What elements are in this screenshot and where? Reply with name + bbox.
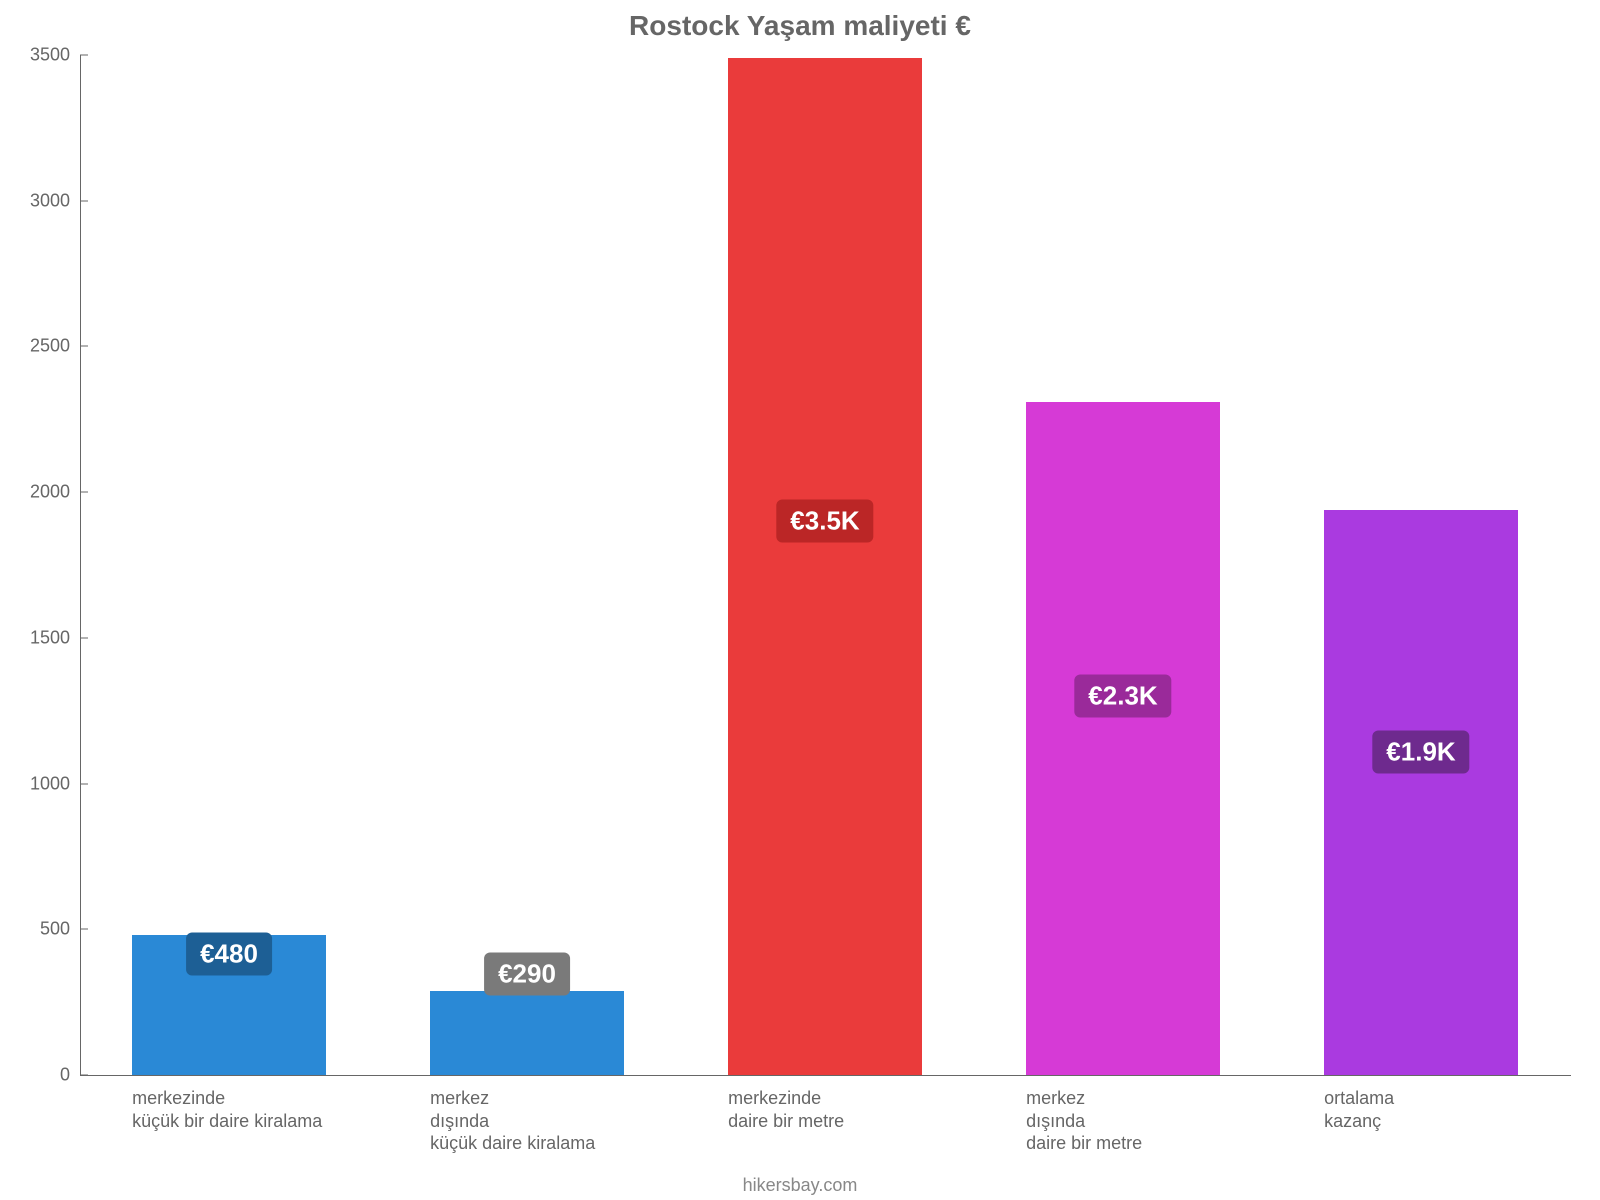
chart-title: Rostock Yaşam maliyeti €	[0, 10, 1600, 42]
x-axis-category-line: daire bir metre	[728, 1110, 844, 1133]
y-axis-tick-mark	[80, 346, 88, 347]
bar-value-label: €290	[484, 953, 570, 996]
y-axis-tick-label: 1000	[0, 773, 70, 794]
x-axis-category-line: daire bir metre	[1026, 1132, 1142, 1155]
bar	[728, 58, 922, 1075]
y-axis-tick-label: 2000	[0, 482, 70, 503]
x-axis-category-label: merkezindeküçük bir daire kiralama	[132, 1087, 322, 1132]
y-axis-tick-mark	[80, 492, 88, 493]
x-axis-category-line: küçük daire kiralama	[430, 1132, 595, 1155]
x-axis-category-line: merkez	[1026, 1087, 1142, 1110]
y-axis-tick-mark	[80, 637, 88, 638]
bar-value-label: €3.5K	[776, 500, 873, 543]
y-axis-tick-label: 500	[0, 919, 70, 940]
y-axis-tick-mark	[80, 1075, 88, 1076]
chart-source: hikersbay.com	[0, 1175, 1600, 1196]
y-axis-tick-label: 0	[0, 1065, 70, 1086]
x-axis-category-line: merkezinde	[132, 1087, 322, 1110]
y-axis-tick-mark	[80, 200, 88, 201]
bar	[430, 991, 624, 1076]
y-axis-tick-label: 3500	[0, 45, 70, 66]
bar-value-label: €480	[186, 933, 272, 976]
x-axis-category-label: ortalamakazanç	[1324, 1087, 1394, 1132]
x-axis-category-line: dışında	[430, 1110, 595, 1133]
bar	[1026, 402, 1220, 1075]
x-axis-category-line: kazanç	[1324, 1110, 1394, 1133]
x-axis-category-label: merkezindedaire bir metre	[728, 1087, 844, 1132]
x-axis-category-line: merkez	[430, 1087, 595, 1110]
bar-value-label: €1.9K	[1372, 730, 1469, 773]
y-axis-tick-label: 2500	[0, 336, 70, 357]
x-axis-category-line: küçük bir daire kiralama	[132, 1110, 322, 1133]
y-axis-tick-label: 3000	[0, 190, 70, 211]
y-axis-tick-label: 1500	[0, 627, 70, 648]
x-axis-category-line: ortalama	[1324, 1087, 1394, 1110]
y-axis-tick-mark	[80, 55, 88, 56]
y-axis-tick-mark	[80, 929, 88, 930]
cost-of-living-chart: Rostock Yaşam maliyeti € hikersbay.com 0…	[0, 0, 1600, 1200]
x-axis-category-line: dışında	[1026, 1110, 1142, 1133]
x-axis-category-line: merkezinde	[728, 1087, 844, 1110]
y-axis-tick-mark	[80, 783, 88, 784]
bar-value-label: €2.3K	[1074, 675, 1171, 718]
x-axis-category-label: merkezdışındadaire bir metre	[1026, 1087, 1142, 1155]
bar	[1324, 510, 1518, 1075]
x-axis-category-label: merkezdışındaküçük daire kiralama	[430, 1087, 595, 1155]
